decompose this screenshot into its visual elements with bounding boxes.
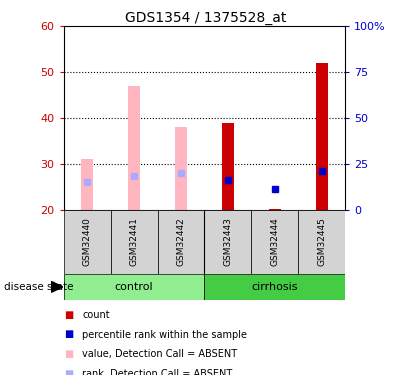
Bar	[64, 274, 204, 300]
Text: GSM32440: GSM32440	[83, 217, 92, 266]
Text: GDS1354 / 1375528_at: GDS1354 / 1375528_at	[125, 11, 286, 25]
Text: ■: ■	[64, 369, 73, 375]
Bar	[111, 210, 157, 274]
Bar	[316, 63, 328, 210]
Bar	[157, 210, 205, 274]
Text: ■: ■	[64, 330, 73, 339]
Text: control: control	[115, 282, 153, 292]
Bar	[205, 210, 252, 274]
Text: count: count	[82, 310, 110, 320]
Bar	[269, 209, 281, 210]
Bar	[128, 86, 140, 210]
Bar	[64, 210, 111, 274]
Bar	[252, 210, 298, 274]
Text: ■: ■	[64, 310, 73, 320]
Text: value, Detection Call = ABSENT: value, Detection Call = ABSENT	[82, 349, 237, 359]
Text: rank, Detection Call = ABSENT: rank, Detection Call = ABSENT	[82, 369, 233, 375]
Text: GSM32443: GSM32443	[224, 217, 233, 266]
Text: GSM32444: GSM32444	[270, 217, 279, 266]
Bar	[205, 274, 345, 300]
Text: disease state: disease state	[4, 282, 74, 292]
Bar	[298, 210, 345, 274]
Text: GSM32441: GSM32441	[129, 217, 139, 266]
Bar	[222, 123, 234, 210]
Text: percentile rank within the sample: percentile rank within the sample	[82, 330, 247, 339]
Bar	[81, 159, 93, 210]
Text: GSM32442: GSM32442	[176, 217, 185, 266]
Text: GSM32445: GSM32445	[317, 217, 326, 266]
Text: cirrhosis: cirrhosis	[252, 282, 298, 292]
Polygon shape	[51, 282, 63, 292]
Text: ■: ■	[64, 349, 73, 359]
Bar	[175, 128, 187, 210]
